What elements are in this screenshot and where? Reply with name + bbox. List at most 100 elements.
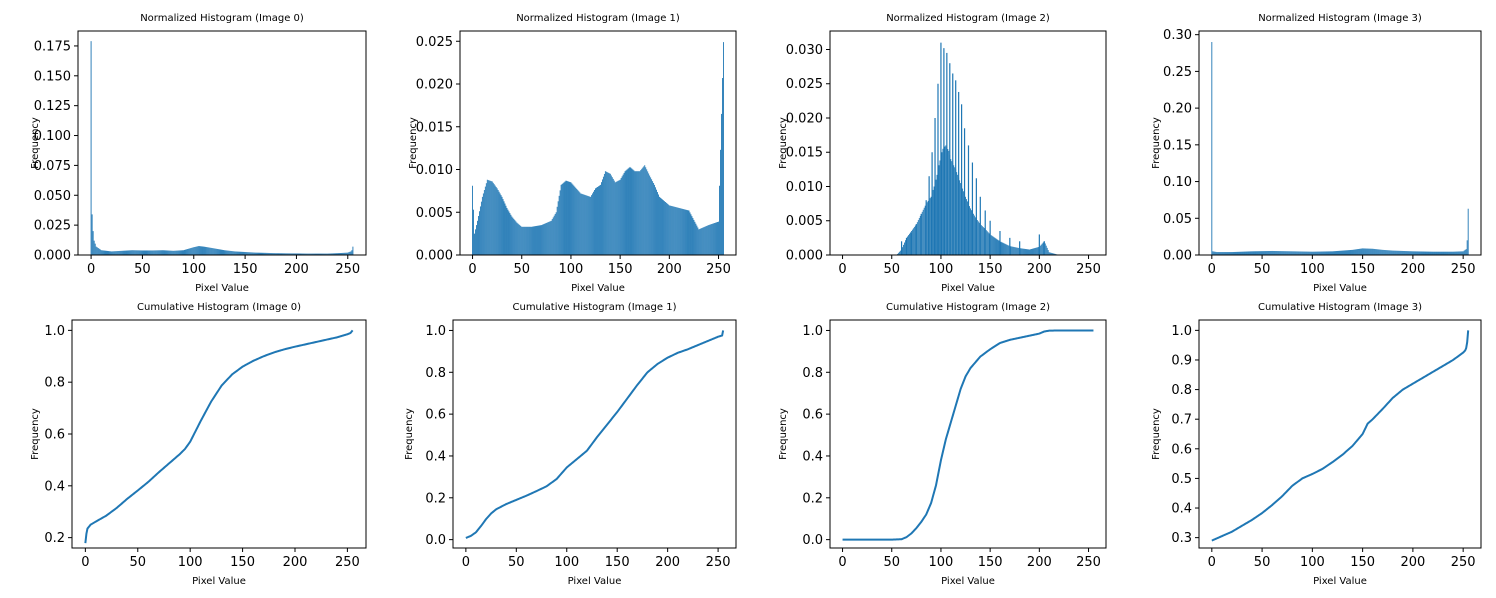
histogram-bar (1416, 251, 1418, 255)
histogram-bar (1409, 251, 1411, 255)
histogram-bar (486, 179, 488, 255)
histogram-bar (478, 211, 480, 255)
histogram-bar (995, 238, 997, 255)
y-tick-label: 0.025 (416, 35, 453, 50)
histogram-bar (495, 186, 497, 255)
histogram-bar (646, 169, 648, 255)
x-tick-label: 0 (838, 555, 846, 570)
histogram-bar (1303, 251, 1305, 255)
histogram-bar (930, 196, 932, 255)
histogram-bar (249, 252, 251, 255)
histogram-bar (1453, 251, 1455, 255)
histogram-bar (1219, 252, 1221, 255)
histogram-bar (1017, 247, 1019, 255)
chart-title: Normalized Histogram (Image 0) (140, 13, 304, 24)
histogram-bar (1223, 252, 1225, 255)
histogram-bar (287, 253, 289, 255)
histogram-bar (502, 199, 504, 255)
histogram-bar (245, 252, 247, 255)
histogram-bar (1044, 243, 1046, 255)
histogram-bar (1332, 251, 1333, 255)
histogram-bar (260, 252, 261, 255)
histogram-bar (1456, 251, 1458, 255)
histogram-bar (268, 252, 270, 255)
histogram-bar (215, 248, 217, 255)
histogram-bar (323, 253, 325, 255)
chart-normalized-histogram-image-2: Normalized Histogram (Image 2) 0 50 100 150 2… (778, 13, 1107, 294)
histogram-bar (542, 224, 544, 255)
histogram-bar (580, 193, 582, 255)
y-tick-label: 0.05 (1163, 212, 1192, 227)
histogram-bar (613, 180, 615, 255)
histogram-bar (567, 181, 569, 255)
histogram-spike-bar (928, 176, 930, 255)
histogram-bar (966, 199, 967, 255)
histogram-spike-bar (940, 42, 942, 256)
histogram-bar (1402, 250, 1404, 255)
histogram-bar (164, 250, 166, 255)
histogram-bar (1018, 247, 1020, 255)
x-tick-label: 250 (1451, 555, 1476, 570)
histogram-bar (558, 195, 560, 255)
histogram-bar (936, 174, 938, 255)
axes-frame (77, 30, 367, 256)
histogram-bar (329, 253, 331, 255)
histogram-bar (690, 214, 692, 255)
y-tick-label: 0.4 (44, 479, 65, 494)
histogram-bar (477, 220, 478, 255)
histogram-bar (1046, 247, 1048, 255)
histogram-bar (712, 223, 714, 255)
x-tick-label: 250 (335, 262, 360, 277)
x-tick-label: 200 (1400, 262, 1425, 277)
histogram-bar (1301, 251, 1303, 255)
histogram-bar (642, 167, 644, 255)
histogram-bar (1284, 251, 1286, 255)
histogram-bar (1234, 251, 1236, 255)
x-tick-label: 150 (978, 262, 1003, 277)
y-tick-label: 0.020 (416, 78, 453, 93)
histogram-bar (985, 230, 987, 255)
x-tick-label: 50 (508, 555, 525, 570)
histogram-bar (1445, 251, 1447, 255)
histogram-bar (1028, 249, 1029, 255)
x-tick-label: 250 (335, 555, 360, 570)
histogram-bar (1372, 248, 1374, 255)
histogram-bar (197, 246, 199, 255)
histogram-bar (1431, 251, 1433, 255)
histogram-bar (552, 217, 554, 255)
histogram-bar (1344, 250, 1345, 255)
histogram-bar (657, 192, 658, 255)
histogram-bar (1237, 251, 1239, 255)
histogram-bar (190, 248, 192, 255)
bars-group (1211, 42, 1469, 255)
histogram-bar (1379, 249, 1381, 255)
histogram-bar (1277, 251, 1279, 255)
histogram-bar (344, 252, 346, 255)
x-tick-label: 150 (233, 262, 258, 277)
histogram-bar (1432, 251, 1434, 255)
histogram-bar (499, 193, 501, 255)
histogram-bar (1309, 251, 1311, 255)
histogram-bar (1426, 251, 1428, 255)
histogram-bar (590, 196, 592, 255)
histogram-bar (634, 171, 636, 255)
histogram-bar (1304, 251, 1306, 255)
histogram-bar (295, 253, 297, 255)
histogram-bar (1026, 249, 1027, 255)
histogram-bar (345, 252, 347, 255)
histogram-bar (330, 253, 332, 255)
histogram-bar (472, 185, 473, 255)
histogram-bar (917, 220, 919, 255)
histogram-bar (1257, 251, 1259, 255)
histogram-bar (1273, 251, 1275, 255)
histogram-bar (679, 208, 681, 255)
histogram-bar (1315, 251, 1317, 255)
histogram-bar (938, 165, 940, 255)
histogram-bar (494, 185, 496, 255)
histogram-bar (350, 251, 352, 255)
histogram-bar (179, 250, 181, 255)
histogram-bar (658, 194, 659, 255)
histogram-bar (1008, 245, 1010, 255)
histogram-bar (134, 250, 136, 255)
histogram-bar (229, 250, 231, 255)
